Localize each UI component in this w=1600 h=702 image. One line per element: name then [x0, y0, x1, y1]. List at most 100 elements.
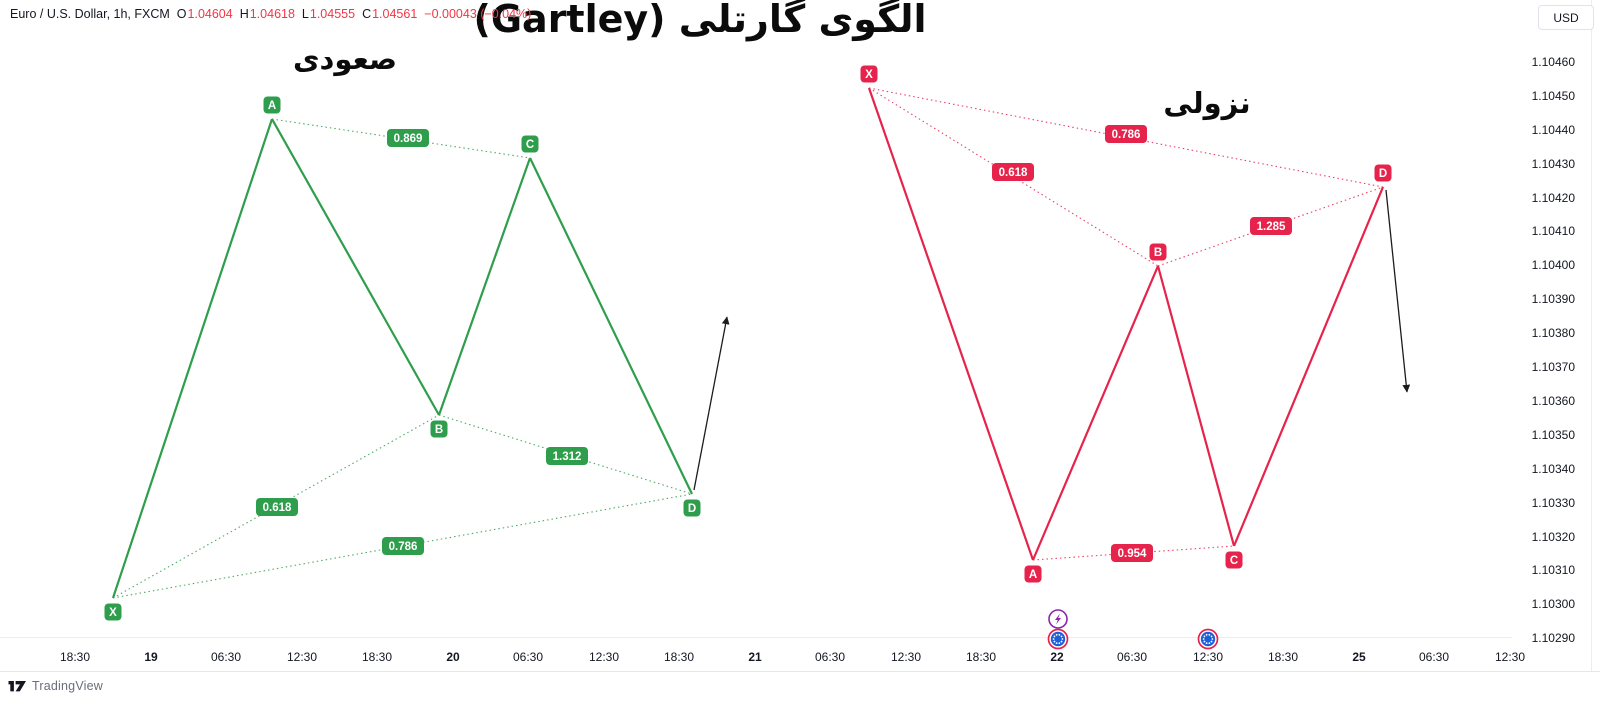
bearish-gartley-drawing[interactable]: 0.618 0.786 1.285 0.954 X A B C D	[860, 65, 1411, 583]
ohlc-low-value: 1.04555	[309, 7, 356, 21]
symbol-title[interactable]: Euro / U.S. Dollar, 1h, FXCM	[10, 7, 170, 21]
bullish-gartley-ratio-line-XB	[112, 414, 440, 599]
bullish-gartley-ratio-badge-1.312: 1.312	[546, 447, 588, 465]
tradingview-wordmark[interactable]: TradingView	[32, 678, 103, 693]
time-axis-label: 18:30	[965, 650, 997, 664]
price-axis-border	[1591, 0, 1592, 671]
bullish-gartley-point-C[interactable]: C	[521, 135, 539, 153]
bearish-gartley-point-D[interactable]: D	[1374, 164, 1392, 182]
bearish-gartley-leg-BC	[1156, 265, 1236, 547]
time-axis-label: 12:30	[1192, 650, 1224, 664]
price-axis-label: 1.10420	[1531, 191, 1575, 205]
bullish-gartley-leg-BC	[437, 157, 532, 416]
bullish-gartley-leg-AB	[271, 118, 440, 416]
time-axis-label: 19	[144, 650, 158, 664]
svg-text:1.312: 1.312	[553, 451, 582, 463]
svg-text:B: B	[435, 424, 443, 436]
svg-text:0.954: 0.954	[1118, 548, 1147, 560]
bullish-gartley-ratio-badge-0.869: 0.869	[387, 129, 429, 147]
price-axis-label: 1.10370	[1531, 360, 1575, 374]
price-axis-label: 1.10410	[1531, 224, 1575, 238]
bearish-gartley-leg-AB	[1031, 265, 1160, 561]
bearish-gartley-leg-CD	[1232, 186, 1385, 547]
svg-text:X: X	[865, 69, 873, 81]
bearish-gartley-point-X[interactable]: X	[860, 65, 878, 83]
price-axis-label: 1.10430	[1531, 157, 1575, 171]
time-axis-label: 20	[446, 650, 460, 664]
bearish-gartley-point-C[interactable]: C	[1225, 551, 1243, 569]
bullish-gartley-ratio-badge-0.786: 0.786	[382, 537, 424, 555]
time-axis-label: 12:30	[588, 650, 620, 664]
ohlc-high-value: 1.04618	[249, 7, 295, 21]
price-axis-label: 1.10330	[1531, 496, 1575, 510]
time-axis-label: 12:30	[286, 650, 318, 664]
time-axis-label: 06:30	[512, 650, 544, 664]
bullish-gartley-point-X[interactable]: X	[104, 603, 122, 621]
price-axis-label: 1.10440	[1531, 123, 1575, 137]
time-axis[interactable]: 18:30 19 06:30 12:30 18:30 20 06:30 12:30 18:30 2…	[0, 0, 1600, 672]
bullish-gartley-leg-XA	[111, 118, 274, 599]
price-axis-label: 1.10340	[1531, 462, 1575, 476]
price-axis-label: 1.10450	[1531, 89, 1575, 103]
price-axis[interactable]: 1.10460 1.10450 1.10440 1.10430 1.10420 1.104…	[1512, 0, 1575, 672]
svg-text:C: C	[526, 139, 534, 151]
svg-text:1.285: 1.285	[1257, 221, 1286, 233]
price-axis-label: 1.10290	[1531, 631, 1575, 645]
time-axis-label: 21	[748, 650, 762, 664]
bullish-gartley-point-B[interactable]: B	[430, 420, 448, 438]
bearish-gartley-ratio-badge-0.786: 0.786	[1105, 125, 1147, 143]
svg-text:A: A	[268, 100, 276, 112]
eu-flag-icon[interactable]	[1047, 628, 1069, 650]
bullish-gartley-drawing[interactable]: 0.618 0.786 0.869 1.312 X A B C D	[104, 96, 730, 621]
svg-text:A: A	[1029, 569, 1037, 581]
change-value: −0.00043 (−0.04%)	[424, 7, 532, 21]
bullish-gartley-continuation-arrow-up[interactable]	[693, 316, 730, 491]
bullish-gartley-ratio-line-AC	[271, 118, 531, 159]
price-axis-label: 1.10350	[1531, 428, 1575, 442]
time-axis-label: 25	[1352, 650, 1366, 664]
price-axis-label: 1.10380	[1531, 326, 1575, 340]
svg-text:C: C	[1230, 555, 1238, 567]
bearish-gartley-point-B[interactable]: B	[1149, 243, 1167, 261]
bullish-gartley-ratio-badge-0.618: 0.618	[256, 498, 298, 516]
ohlc-high: H 1.04618	[240, 7, 295, 21]
ohlc-close: C 1.04561	[362, 7, 417, 21]
bearish-gartley-point-A[interactable]: A	[1024, 565, 1042, 583]
svg-text:D: D	[1379, 168, 1387, 180]
bearish-direction-label: نزولی	[1163, 86, 1251, 120]
bearish-gartley-ratio-badge-0.618: 0.618	[992, 163, 1034, 181]
svg-text:B: B	[1154, 247, 1162, 259]
time-axis-label: 18:30	[59, 650, 91, 664]
bearish-gartley-leg-XA	[867, 87, 1035, 561]
ohlc-close-value: 1.04561	[372, 7, 418, 21]
time-axis-label: 06:30	[814, 650, 846, 664]
ohlc-open-label: O	[176, 7, 187, 21]
price-axis-label: 1.10300	[1531, 597, 1575, 611]
price-axis-label: 1.10460	[1531, 55, 1575, 69]
bearish-gartley-continuation-arrow-down[interactable]	[1385, 189, 1411, 393]
currency-button[interactable]: USD	[1538, 5, 1594, 30]
eu-flag-icon[interactable]	[1197, 628, 1219, 650]
bullish-gartley-point-D[interactable]: D	[683, 499, 701, 517]
time-axis-label: 12:30	[890, 650, 922, 664]
bearish-gartley-ratio-line-AC	[1032, 545, 1235, 561]
bearish-gartley-ratio-badge-0.954: 0.954	[1111, 544, 1153, 562]
bearish-gartley-ratio-badge-1.285: 1.285	[1250, 217, 1292, 235]
bullish-gartley-leg-CD	[529, 157, 693, 495]
ohlc-open: O 1.04604	[177, 7, 233, 21]
bearish-gartley-ratio-line-BD	[1157, 186, 1384, 267]
footer: TradingView	[8, 678, 103, 693]
price-axis-label: 1.10400	[1531, 258, 1575, 272]
svg-text:0.786: 0.786	[1112, 129, 1141, 141]
tradingview-logo-icon[interactable]	[8, 678, 27, 693]
chart-canvas[interactable]: 0.618 0.786 0.869 1.312 X A B C D 0.618 0.786 1.285…	[0, 0, 1600, 672]
ohlc-low: L 1.04555	[302, 7, 355, 21]
lightning-icon[interactable]	[1048, 609, 1068, 629]
time-axis-label: 22	[1050, 650, 1064, 664]
svg-text:0.786: 0.786	[389, 541, 418, 553]
time-axis-label: 18:30	[1267, 650, 1299, 664]
price-axis-label: 1.10320	[1531, 530, 1575, 544]
bullish-gartley-point-A[interactable]: A	[263, 96, 281, 114]
svg-text:0.869: 0.869	[394, 133, 423, 145]
